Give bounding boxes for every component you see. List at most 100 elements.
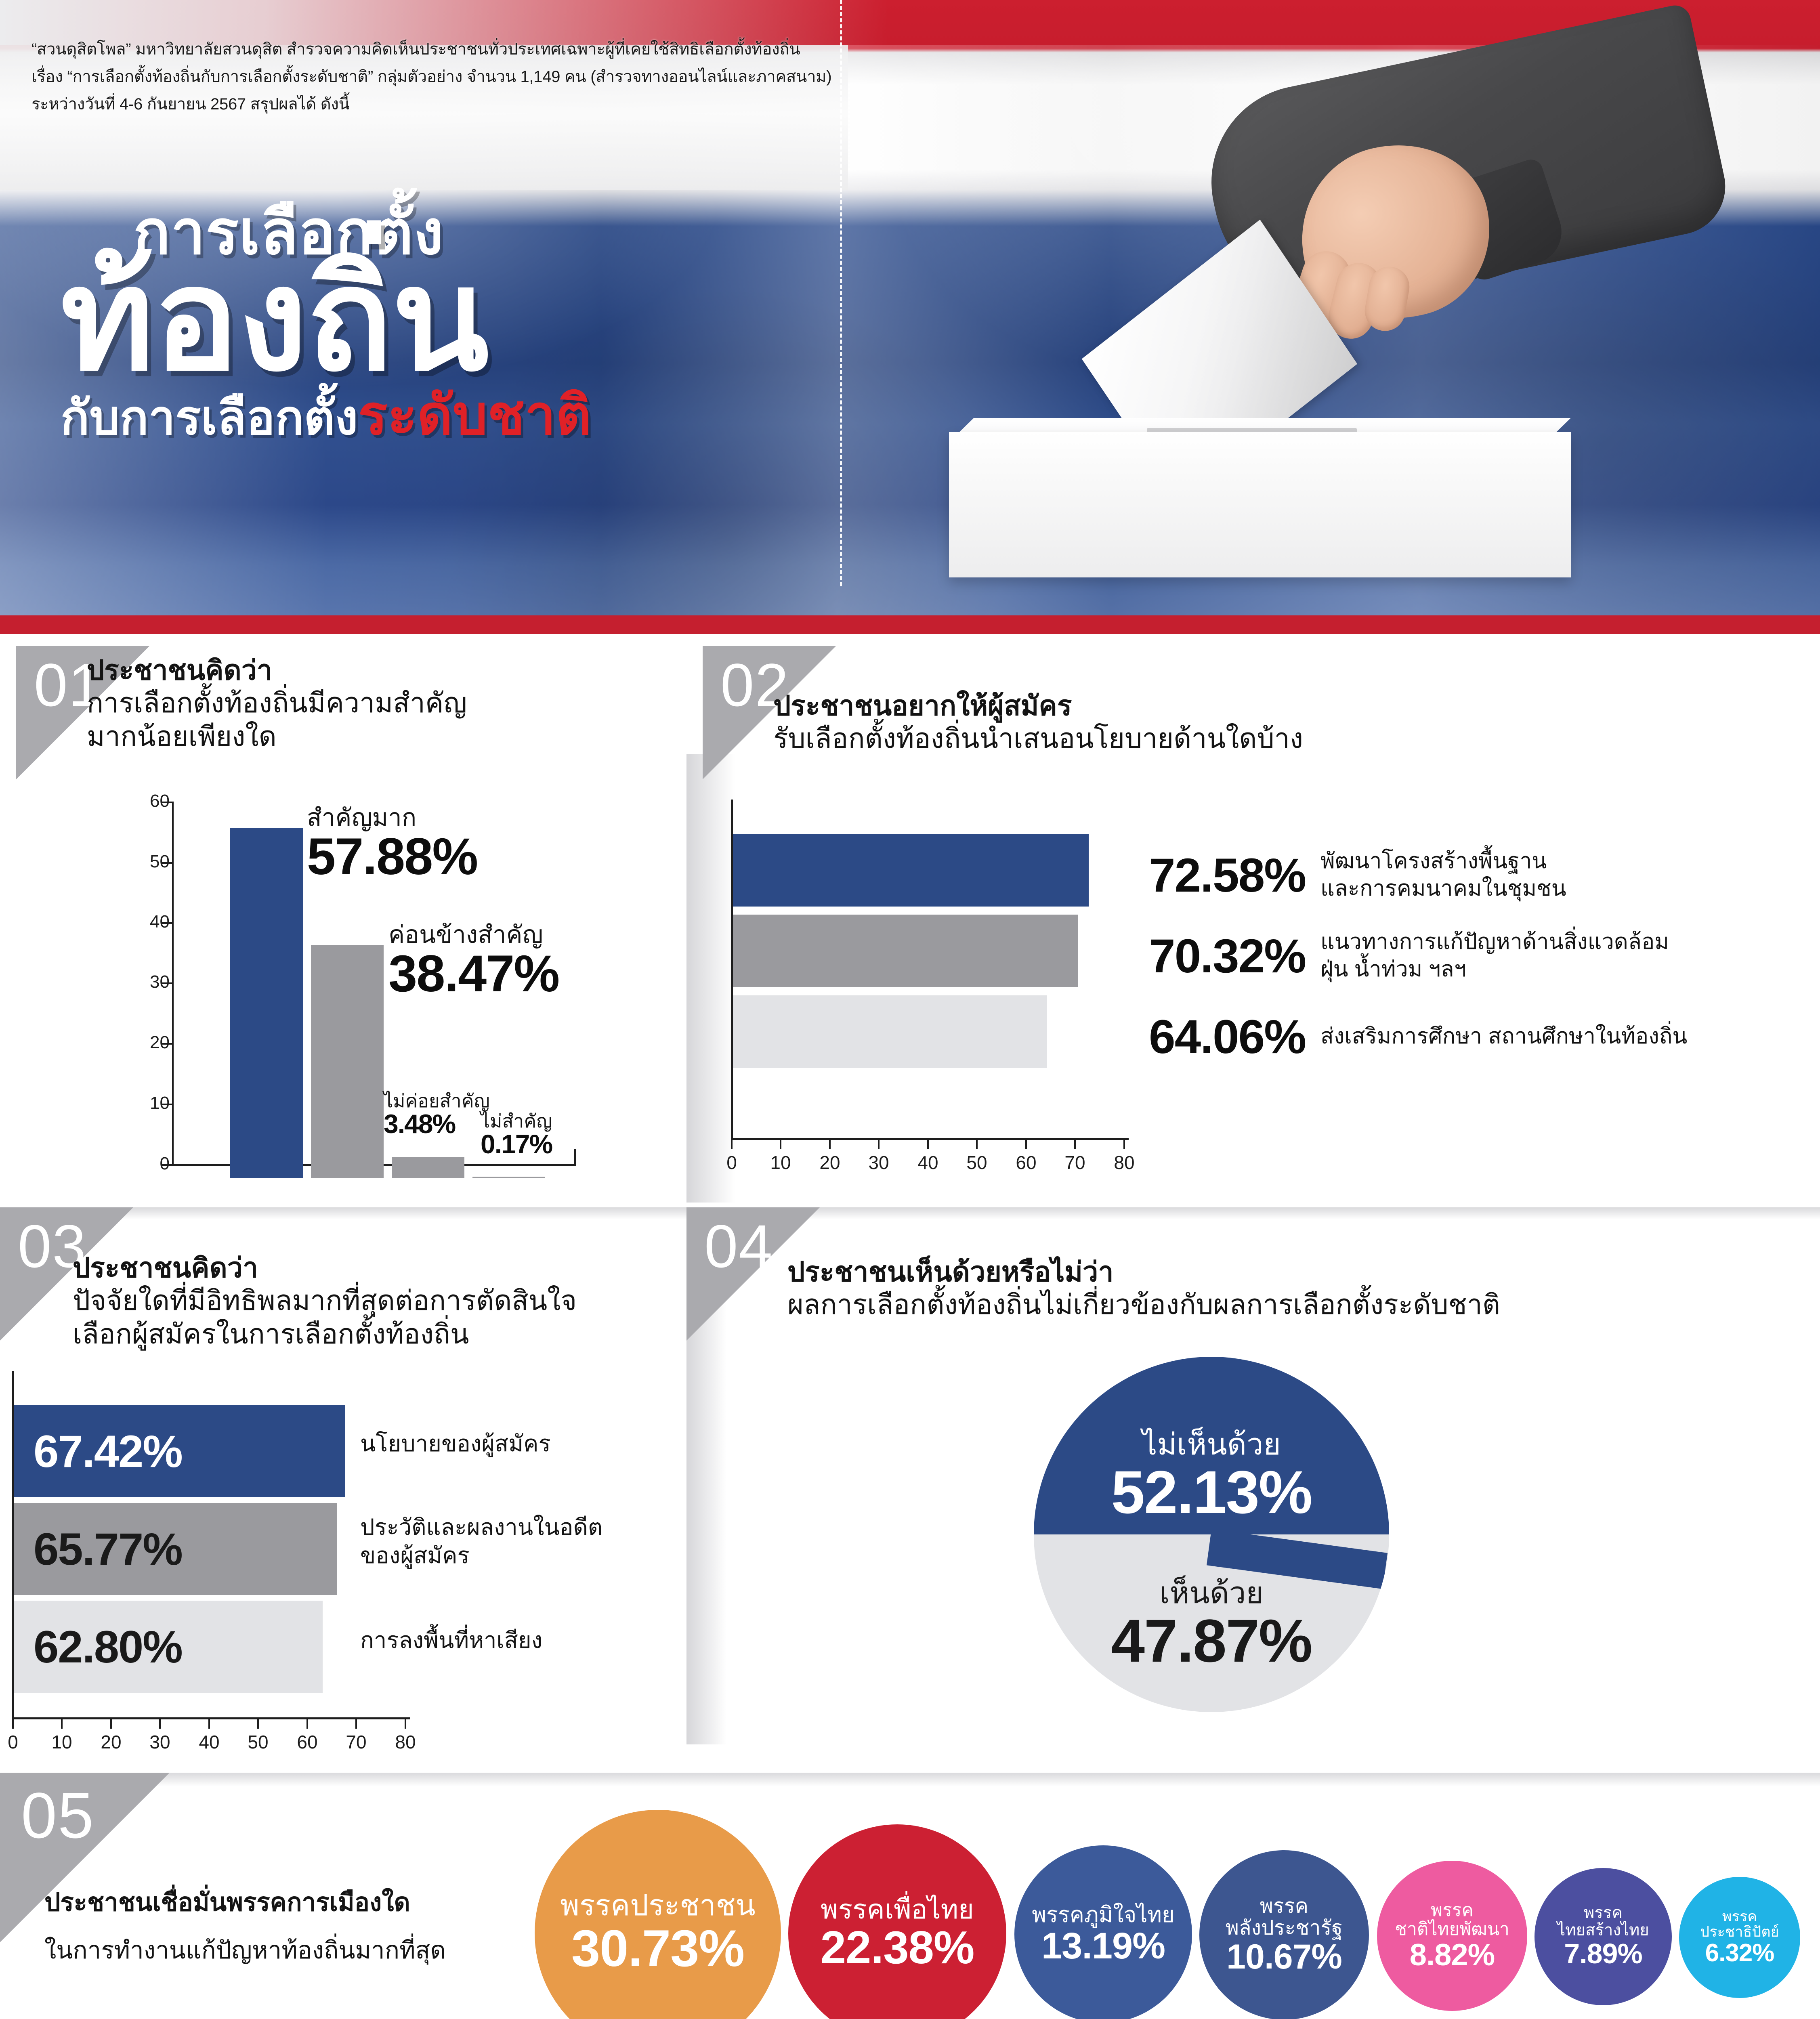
section-05-heading: ประชาชนเชื่อมั่นพรรคการเมืองใด ในการทำงา… <box>44 1883 446 1969</box>
party-name-pheuthai: พรรคเพื่อไทย <box>821 1894 974 1924</box>
party-name-prachachon: พรรคประชาชน <box>560 1889 756 1922</box>
title-line-1: การเลือกตั้ง <box>133 198 444 267</box>
section-03-bar-chart: 67.42% 65.77% 62.80% 0 10 20 30 40 50 60 <box>8 1371 602 1752</box>
section-03: 03 ประชาชนคิดว่า ปัจจัยใดที่มีอิทธิพลมาก… <box>0 1207 703 1769</box>
section-02-left-gray-band <box>686 754 735 1203</box>
party-value-bhumjaithai: 13.19% <box>1041 1925 1165 1967</box>
party-bubble-chartthaipattana: พรรค ชาติไทยพัฒนา 8.82% <box>1377 1861 1527 2011</box>
x-axis <box>731 1138 1129 1140</box>
party-name-palangpracharath: พรรค พลังประชารัฐ <box>1226 1895 1343 1939</box>
party-value-pheuthai: 22.38% <box>820 1922 975 1973</box>
x-tick-40: 40 <box>199 1731 220 1752</box>
text-education: ส่งเสริมการศึกษา สถานศึกษาในท้องถิ่น <box>1320 1022 1687 1050</box>
label-khon-khang-sam-khan: ค่อนข้างสำคัญ 38.47% <box>388 921 560 1001</box>
value-environment: 70.32% <box>1149 930 1306 983</box>
x-tick-50: 50 <box>966 1152 987 1173</box>
x-tick-80: 80 <box>1114 1152 1135 1173</box>
pie-slice-disagree <box>1034 1357 1389 1534</box>
y-tick-0: 0 <box>160 1154 170 1173</box>
label-mai-khoi-sam-khan-value: 3.48% <box>384 1109 456 1139</box>
party-value-chartthaipattana: 8.82% <box>1409 1937 1495 1972</box>
section-05-number: 05 <box>21 1779 94 1851</box>
text-candidate-record-line-2: ของผู้สมัคร <box>360 1543 470 1568</box>
pie-label-agree-value: 47.87% <box>1111 1607 1313 1675</box>
section-05-head-line-1: ประชาชนเชื่อมั่นพรรคการเมืองใด <box>44 1889 410 1916</box>
x-tick-20: 20 <box>819 1152 840 1173</box>
party-name-democrat: พรรค ประชาธิปัตย์ <box>1700 1908 1779 1940</box>
section-05-number-badge: 05 <box>0 1773 170 1942</box>
page-title: การเลือกตั้ง ท้องถิ่น กับการเลือกตั้งระด… <box>61 202 852 443</box>
section-03-number-badge: 03 <box>0 1207 133 1341</box>
x-tick-70: 70 <box>346 1731 367 1752</box>
x-axis-end-tick <box>574 1149 576 1166</box>
party-name-democrat-line-1: พรรค <box>1722 1908 1757 1925</box>
section-04-pie-chart: ไม่เห็นด้วย 52.13% เห็นด้วย 47.87% <box>1034 1357 1389 1712</box>
text-environment-line-1: แนวทางการแก้ปัญหาด้านสิ่งแวดล้อม <box>1320 930 1669 954</box>
party-name-palangpracharath-line-1: พรรค <box>1260 1894 1309 1917</box>
section-02-bar-chart: 0 10 20 30 40 50 60 70 80 72.58% 70.32% … <box>726 800 1687 1173</box>
text-campaigning: การลงพื้นที่หาเสียง <box>360 1626 542 1654</box>
party-name-democrat-line-2: ประชาธิปัตย์ <box>1700 1923 1779 1940</box>
section-04: 04 ประชาชนเห็นด้วยหรือไม่ว่า ผลการเลือกต… <box>670 1207 1820 1769</box>
party-value-thaisangthai: 7.89% <box>1564 1938 1642 1970</box>
x-tick-10: 10 <box>770 1152 791 1173</box>
title-line-3-white: กับการเลือกตั้ง <box>61 391 358 445</box>
y-tick-60: 60 <box>150 791 170 811</box>
bar-mai-khoi-sam-khan <box>392 1157 464 1178</box>
text-candidate-policy-line-1: นโยบายของผู้สมัคร <box>360 1431 551 1456</box>
text-environment: แนวทางการแก้ปัญหาด้านสิ่งแวดล้อม ฝุ่น น้… <box>1320 928 1669 983</box>
text-infrastructure-line-1: พัฒนาโครงสร้างพื้นฐาน <box>1320 849 1547 873</box>
section-01-heading: ประชาชนคิดว่า การเลือกตั้งท้องถิ่นมีความ… <box>87 654 467 753</box>
section-02-heading: ประชาชนอยากให้ผู้สมัคร รับเลือกตั้งท้องถ… <box>773 690 1303 756</box>
party-bubble-pheuthai: พรรคเพื่อไทย 22.38% <box>788 1824 1006 2019</box>
party-bubble-thaisangthai: พรรค ไทยสร้างไทย 7.89% <box>1535 1868 1672 2005</box>
section-02-head-line-1: ประชาชนอยากให้ผู้สมัคร <box>773 690 1072 721</box>
label-mai-sam-khan: ไม่สำคัญ 0.17% <box>481 1112 553 1158</box>
x-axis <box>12 1717 410 1719</box>
bar-infrastructure <box>733 834 1089 907</box>
x-tick-20: 20 <box>101 1731 122 1752</box>
y-axis <box>12 1371 14 1718</box>
section-04-number: 04 <box>704 1212 773 1280</box>
x-tick-80: 80 <box>395 1731 416 1752</box>
section-03-heading: ประชาชนคิดว่า ปัจจัยใดที่มีอิทธิพลมากที่… <box>73 1252 577 1351</box>
section-01: 01 ประชาชนคิดว่า การเลือกตั้งท้องถิ่นมีค… <box>0 646 848 1203</box>
section-02-number: 02 <box>720 651 789 719</box>
y-axis <box>731 800 733 1139</box>
bar-education <box>733 995 1047 1068</box>
bar-mai-sam-khan <box>472 1177 545 1178</box>
y-tick-10: 10 <box>150 1093 170 1113</box>
bar-candidate-policy: 67.42% <box>14 1405 345 1497</box>
label-khon-khang-sam-khan-caption: ค่อนข้างสำคัญ <box>388 921 543 948</box>
label-sam-khan-mak-value: 57.88% <box>307 828 478 886</box>
section-04-heading: ประชาชนเห็นด้วยหรือไม่ว่า ผลการเลือกตั้ง… <box>787 1256 1500 1322</box>
y-tick-40: 40 <box>150 912 170 932</box>
y-tick-20: 20 <box>150 1033 170 1052</box>
party-bubble-prachachon: พรรคประชาชน 30.73% <box>535 1810 781 2019</box>
section-02-head-line-2: รับเลือกตั้งท้องถิ่นนำเสนอนโยบายด้านใดบ้… <box>773 723 1304 754</box>
pie-label-agree-caption: เห็นด้วย <box>1159 1576 1264 1610</box>
title-line-3: กับการเลือกตั้งระดับชาติ <box>61 388 852 443</box>
section-04-head-line-1: ประชาชนเห็นด้วยหรือไม่ว่า <box>787 1257 1114 1287</box>
party-name-chartthaipattana-line-1: พรรค <box>1431 1900 1474 1920</box>
party-name-chartthaipattana: พรรค ชาติไทยพัฒนา <box>1395 1901 1509 1939</box>
pie-label-agree: เห็นด้วย 47.87% <box>1034 1576 1389 1675</box>
x-tick-0: 0 <box>726 1152 737 1173</box>
label-mai-khoi-sam-khan: ไม่ค่อยสำคัญ 3.48% <box>384 1091 490 1138</box>
x-tick-30: 30 <box>149 1731 170 1752</box>
section-01-head-line-2: การเลือกตั้งท้องถิ่นมีความสำคัญ <box>87 688 467 719</box>
bar-sam-khan-mak <box>230 828 303 1178</box>
pie-label-disagree-caption: ไม่เห็นด้วย <box>1142 1427 1281 1461</box>
party-bubble-democrat: พรรค ประชาธิปัตย์ 6.32% <box>1679 1877 1800 1998</box>
label-mai-khoi-sam-khan-caption: ไม่ค่อยสำคัญ <box>384 1090 490 1111</box>
x-tick-60: 60 <box>297 1731 318 1752</box>
section-01-bar-chart: 0 10 20 30 40 50 60 สำคัญมาก 57.88% ค่อน… <box>101 791 577 1179</box>
text-education-line-1: ส่งเสริมการศึกษา สถานศึกษาในท้องถิ่น <box>1320 1024 1688 1048</box>
section-05-head-line-2: ในการทำงานแก้ปัญหาท้องถิ่นมากที่สุด <box>44 1937 446 1964</box>
section-01-number-badge: 01 <box>16 646 149 779</box>
text-candidate-policy: นโยบายของผู้สมัคร <box>360 1429 551 1458</box>
section-02-number-badge: 02 <box>703 646 836 779</box>
bar-candidate-record: 65.77% <box>14 1503 337 1595</box>
section-03-head-line-3: เลือกผู้สมัครในการเลือกตั้งท้องถิ่น <box>73 1319 469 1350</box>
